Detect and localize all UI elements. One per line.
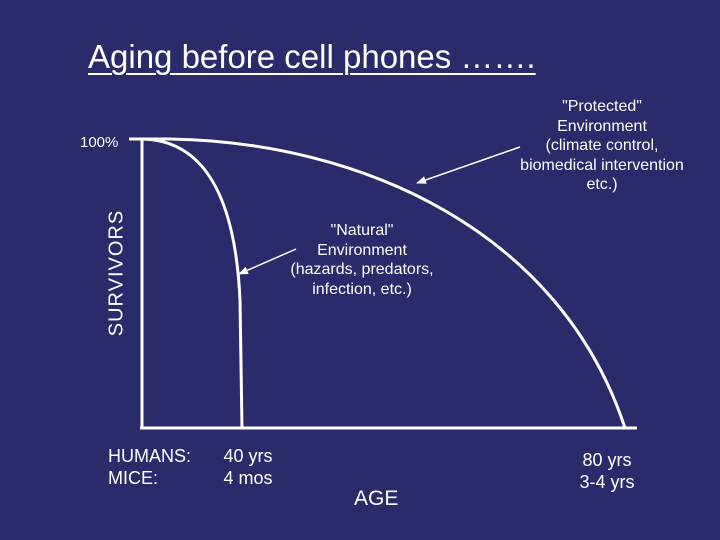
annotation-line: "Natural" [330, 222, 394, 239]
y-axis-tick-label: 100% [80, 134, 119, 151]
humans-row: HUMANS: 40 yrs [108, 446, 278, 468]
natural-annotation-arrow [238, 248, 297, 275]
y-axis-label: SURVIVORS [105, 209, 128, 337]
mice-label: MICE: [108, 467, 159, 488]
protected-survival-curve [142, 137, 627, 429]
humans-natural-lifespan: 40 yrs [223, 446, 273, 466]
natural-lifespan-legend: HUMANS: 40 yrs MICE: 4 mos [108, 446, 278, 489]
natural-survival-curve [141, 137, 244, 429]
protected-annotation-arrow [416, 146, 521, 184]
annotation-line: Environment [557, 117, 647, 135]
mice-natural-lifespan: 4 mos [223, 467, 273, 488]
annotation-line: biomedical intervention [520, 156, 684, 174]
annotation-line: infection, etc.) [312, 280, 412, 298]
humans-protected-lifespan: 80 yrs [582, 450, 632, 470]
mice-row: MICE: 4 mos [108, 468, 278, 490]
annotation-line: "Protected" [562, 98, 642, 115]
annotation-line: etc.) [586, 176, 618, 194]
x-axis-label: AGE [354, 487, 399, 510]
protected-environment-annotation: "Protected" Environment (climate control… [507, 97, 697, 195]
mice-protected-lifespan: 3-4 yrs [579, 471, 635, 492]
annotation-line: Environment [317, 241, 407, 259]
annotation-line: (climate control, [545, 137, 659, 155]
annotation-line: (hazards, predators, [290, 261, 434, 279]
slide-title: Aging before cell phones ……. [88, 38, 536, 75]
natural-environment-annotation: "Natural" Environment (hazards, predator… [262, 221, 462, 299]
protected-lifespan-legend: 80 yrs 3-4 yrs [570, 450, 644, 494]
humans-label: HUMANS: [108, 446, 192, 466]
